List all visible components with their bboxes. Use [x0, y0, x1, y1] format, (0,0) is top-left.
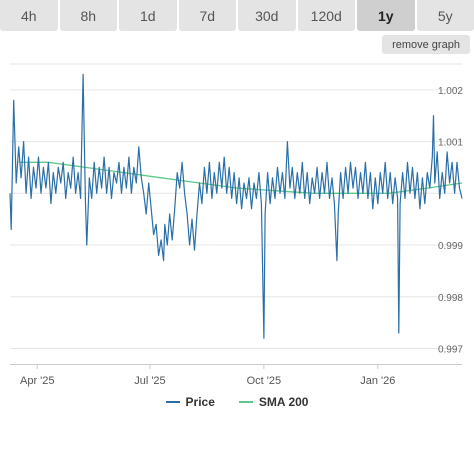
time-range-tabs: 4h 8h 1d 7d 30d 120d 1y 5y [0, 0, 474, 31]
tab-1y[interactable]: 1y [357, 0, 415, 31]
remove-graph-button[interactable]: remove graph [382, 35, 470, 54]
legend-label-sma: SMA 200 [258, 395, 309, 409]
x-tick-label: Jul '25 [134, 375, 165, 387]
tab-1d[interactable]: 1d [119, 0, 177, 31]
legend-label-price: Price [185, 395, 215, 409]
legend-swatch-price [165, 401, 180, 403]
legend-item-sma[interactable]: SMA 200 [238, 395, 309, 409]
tab-120d[interactable]: 120d [297, 0, 355, 31]
y-tick-label: 0.999 [438, 241, 463, 252]
x-tick-label: Jan '26 [360, 375, 395, 387]
y-tick-label: 0.998 [438, 293, 463, 304]
y-tick-label: 0.997 [438, 344, 463, 355]
y-tick-label: 1.001 [438, 138, 463, 149]
price-chart: 0.997 0.998 0.999 1.001 1.002 Apr '25 Jul '25 O… [9, 63, 463, 387]
x-tick-label: Oct '25 [247, 375, 282, 387]
tab-7d[interactable]: 7d [178, 0, 236, 31]
tab-5y[interactable]: 5y [416, 0, 474, 31]
x-tick-label: Apr '25 [20, 375, 55, 387]
y-tick-label: 1.002 [438, 86, 463, 97]
tab-4h[interactable]: 4h [0, 0, 58, 31]
tab-8h[interactable]: 8h [59, 0, 117, 31]
chart-legend: Price SMA 200 [0, 392, 474, 412]
legend-item-price[interactable]: Price [165, 395, 215, 409]
tab-30d[interactable]: 30d [238, 0, 296, 31]
legend-swatch-sma [238, 401, 253, 403]
series-line-price [9, 73, 463, 339]
